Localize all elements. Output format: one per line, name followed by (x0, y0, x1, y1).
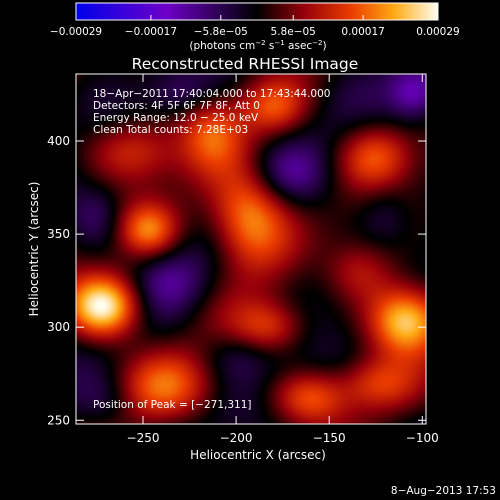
colorbar-tick-label: 0.00029 (416, 26, 459, 38)
x-axis-label: Heliocentric X (arcsec) (190, 448, 326, 462)
x-tick-label: −200 (220, 431, 253, 445)
y-axis-label: Heliocentric Y (arcsec) (27, 182, 41, 317)
heatmap-image (76, 74, 426, 424)
colorbar-ticks: −0.00029 −0.00017 −5.8e−05 5.8e−05 0.00017 0.… (50, 15, 460, 38)
axis-ticks: −250 −200 −150 −100 250 300 350 400 (47, 74, 439, 445)
plot-frame (75, 73, 427, 425)
x-tick-label: −250 (127, 431, 160, 445)
y-tick-label: 400 (47, 134, 70, 148)
y-tick-label: 350 (47, 227, 70, 241)
y-tick-label: 300 (47, 320, 70, 334)
chart-title: Reconstructed RHESSI Image (132, 55, 359, 73)
footer-date: 8−Aug−2013 17:53 (391, 485, 496, 497)
colorbar-tick-label: 5.8e−05 (271, 26, 316, 38)
annotation-time-range: 18−Apr−2011 17:40:04.000 to 17:43:44.000 (93, 88, 330, 100)
annotation-peak-position: Position of Peak = [−271,311] (93, 399, 252, 411)
annotation-detectors: Detectors: 4F 5F 6F 7F 8F, Att 0 (93, 100, 260, 112)
x-tick-label: −100 (406, 431, 439, 445)
x-tick-label: −150 (313, 431, 346, 445)
colorbar-tick-label: 0.00017 (341, 26, 384, 38)
colorbar-unit-label: (photons cm−2 s−1 asec−2) (189, 39, 326, 52)
colorbar-gradient (76, 3, 438, 20)
annotation-clean-counts: Clean Total counts: 7.28E+03 (93, 124, 248, 136)
colorbar-tick-label: −0.00017 (125, 26, 177, 38)
y-tick-label: 250 (47, 413, 70, 427)
colorbar-frame (75, 2, 439, 21)
colorbar-tick-label: −0.00029 (50, 26, 102, 38)
annotation-energy-range: Energy Range: 12.0 − 25.0 keV (93, 112, 259, 124)
colorbar-tick-label: −5.8e−05 (194, 26, 248, 38)
